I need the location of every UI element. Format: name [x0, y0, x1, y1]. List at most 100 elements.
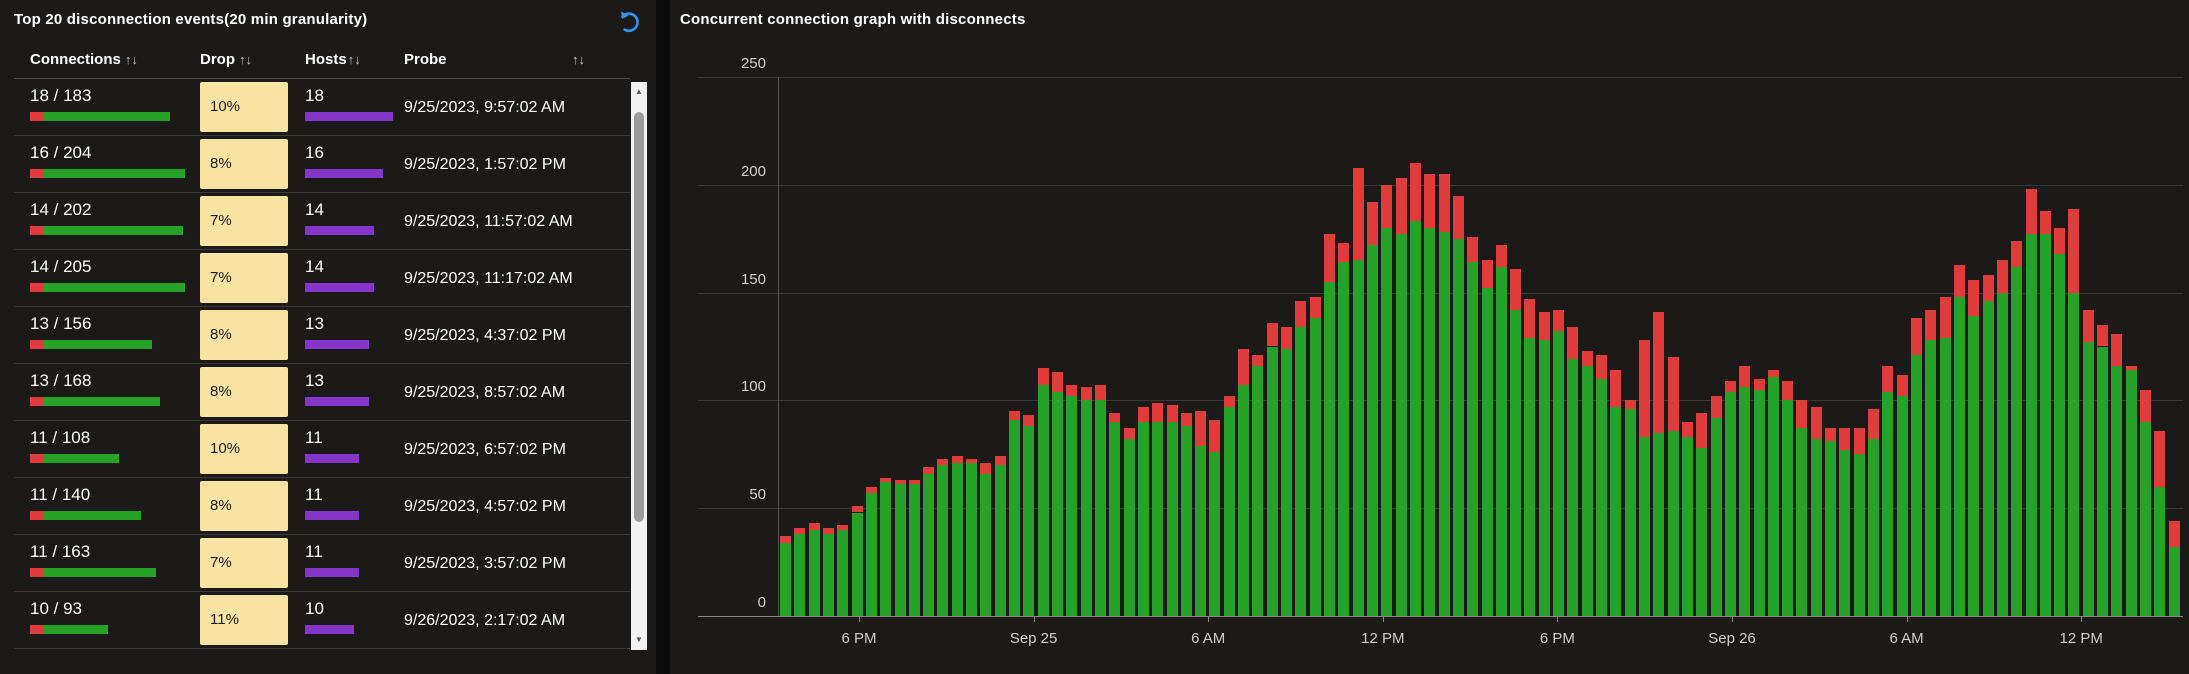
connection-bar-green[interactable] [1481, 288, 1493, 616]
disconnect-bar-red[interactable] [1868, 409, 1880, 440]
disconnect-bar-red[interactable] [1281, 327, 1293, 349]
disconnect-bar-red[interactable] [1238, 348, 1250, 386]
disconnect-bar-red[interactable] [1896, 374, 1908, 397]
connection-bar-green[interactable] [1338, 262, 1350, 616]
disconnect-bar-red[interactable] [1066, 385, 1078, 397]
connection-bar-green[interactable] [2039, 234, 2051, 616]
connection-bar-green[interactable] [1123, 439, 1135, 616]
disconnect-bar-red[interactable] [994, 456, 1006, 466]
disconnect-bar-red[interactable] [1352, 167, 1364, 261]
disconnect-bar-red[interactable] [908, 480, 920, 485]
connection-bar-green[interactable] [2082, 342, 2094, 616]
connection-bar-green[interactable] [994, 465, 1006, 616]
table-row[interactable]: 11 / 163 7% 11 9/25/2023, 3:57:02 PM [0, 535, 630, 592]
disconnect-bar-red[interactable] [1796, 400, 1808, 429]
disconnect-bar-red[interactable] [1123, 428, 1135, 440]
connection-bar-green[interactable] [2025, 234, 2037, 616]
connection-bar-green[interactable] [1137, 421, 1149, 616]
disconnect-bar-red[interactable] [1409, 163, 1421, 222]
sort-icon[interactable]: ↑↓ [124, 52, 138, 67]
connection-bar-green[interactable] [1581, 365, 1593, 616]
connection-bar-green[interactable] [794, 534, 806, 616]
connection-bar-green[interactable] [1710, 417, 1722, 616]
disconnect-bar-red[interactable] [966, 458, 978, 463]
connection-bar-green[interactable] [1395, 234, 1407, 616]
disconnect-bar-red[interactable] [865, 486, 877, 494]
table-row[interactable]: 11 / 140 8% 11 9/25/2023, 4:57:02 PM [0, 478, 630, 535]
scrollbar-down-arrow-icon[interactable]: ▼ [635, 635, 643, 644]
disconnect-bar-red[interactable] [1839, 428, 1851, 450]
disconnect-bar-red[interactable] [2111, 333, 2123, 366]
disconnect-bar-red[interactable] [1538, 312, 1550, 341]
table-row[interactable]: 18 / 183 10% 18 9/25/2023, 9:57:02 AM [0, 79, 630, 136]
undo-zoom-button[interactable] [616, 9, 640, 33]
disconnect-bar-red[interactable] [1381, 184, 1393, 228]
connection-bar-green[interactable] [1810, 439, 1822, 616]
disconnect-bar-red[interactable] [1882, 365, 1894, 392]
connection-bar-green[interactable] [1510, 309, 1522, 616]
disconnect-bar-red[interactable] [1553, 309, 1565, 332]
disconnect-bar-red[interactable] [2025, 189, 2037, 235]
connection-bar-green[interactable] [1596, 378, 1608, 616]
disconnect-bar-red[interactable] [1853, 428, 1865, 455]
connection-bar-green[interactable] [2097, 346, 2109, 616]
connection-bar-green[interactable] [1667, 430, 1679, 616]
connection-bar-green[interactable] [1882, 391, 1894, 616]
connection-bar-green[interactable] [1281, 348, 1293, 616]
table-row[interactable]: 13 / 156 8% 13 9/25/2023, 4:37:02 PM [0, 307, 630, 364]
disconnect-bar-red[interactable] [1667, 357, 1679, 431]
connection-bar-green[interactable] [1624, 409, 1636, 616]
connection-bar-green[interactable] [1195, 445, 1207, 616]
disconnect-bar-red[interactable] [1596, 355, 1608, 379]
disconnect-bar-red[interactable] [1324, 234, 1336, 282]
disconnect-bar-red[interactable] [1295, 301, 1307, 328]
disconnect-bar-red[interactable] [1567, 327, 1579, 360]
disconnect-bar-red[interactable] [1996, 260, 2008, 293]
connection-bar-green[interactable] [1853, 454, 1865, 616]
disconnect-bar-red[interactable] [2082, 309, 2094, 343]
connection-bar-green[interactable] [1223, 406, 1235, 616]
disconnect-bar-red[interactable] [1094, 385, 1106, 401]
connection-bar-green[interactable] [1166, 421, 1178, 616]
connection-bar-green[interactable] [1052, 391, 1063, 616]
connection-bar-green[interactable] [1925, 340, 1937, 616]
disconnect-bar-red[interactable] [1223, 396, 1235, 407]
disconnect-bar-red[interactable] [1009, 411, 1021, 420]
disconnect-bar-red[interactable] [1939, 296, 1951, 338]
connection-bar-green[interactable] [1152, 421, 1164, 616]
connection-bar-green[interactable] [1968, 316, 1980, 616]
disconnect-bar-red[interactable] [837, 525, 849, 530]
connection-bar-green[interactable] [880, 482, 892, 616]
connection-bar-green[interactable] [951, 462, 963, 616]
connection-bar-green[interactable] [1638, 437, 1650, 616]
disconnect-bar-red[interactable] [880, 478, 892, 483]
connection-bar-green[interactable] [1080, 400, 1092, 616]
connection-bar-green[interactable] [1696, 447, 1708, 616]
connection-bar-green[interactable] [2054, 253, 2066, 616]
connection-bar-green[interactable] [808, 529, 820, 616]
connection-bar-green[interactable] [1610, 406, 1622, 616]
disconnect-bar-red[interactable] [1910, 318, 1922, 356]
disconnect-bar-red[interactable] [1395, 178, 1407, 235]
disconnect-bar-red[interactable] [1424, 174, 1436, 228]
connection-bar-green[interactable] [1295, 327, 1307, 616]
connection-bar-green[interactable] [1109, 421, 1121, 616]
disconnect-bar-red[interactable] [1782, 380, 1794, 401]
disconnect-bar-red[interactable] [1252, 355, 1264, 366]
connection-bar-green[interactable] [1939, 337, 1951, 616]
connection-bar-green[interactable] [1753, 389, 1765, 616]
disconnect-bar-red[interactable] [1338, 243, 1350, 263]
disconnect-bar-red[interactable] [2140, 389, 2152, 422]
scrollbar-up-arrow-icon[interactable]: ▲ [635, 87, 643, 96]
disconnect-bar-red[interactable] [894, 480, 906, 485]
disconnect-bar-red[interactable] [822, 527, 834, 535]
connection-bar-green[interactable] [2068, 292, 2080, 616]
disconnect-bar-red[interactable] [1195, 411, 1207, 446]
connection-bar-green[interactable] [2154, 486, 2166, 616]
connection-bar-green[interactable] [1094, 400, 1106, 616]
disconnect-bar-red[interactable] [1166, 404, 1178, 422]
sort-icon[interactable]: ↑↓ [239, 52, 252, 67]
connection-bar-green[interactable] [1724, 391, 1736, 616]
connection-bar-green[interactable] [908, 484, 920, 616]
connection-bar-green[interactable] [1896, 396, 1908, 616]
